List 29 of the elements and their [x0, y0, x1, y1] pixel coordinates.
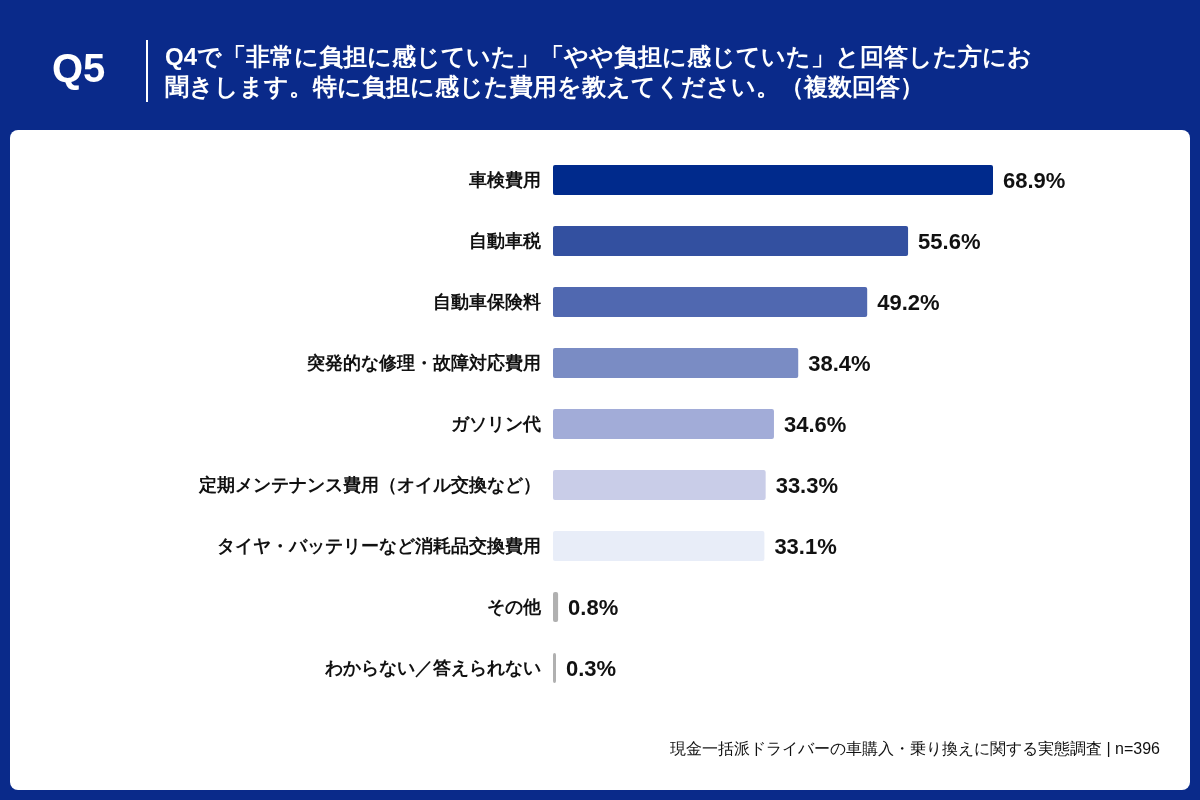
y-tick-label: タイヤ・バッテリーなど消耗品交換費用: [217, 536, 541, 556]
bar: [553, 409, 774, 439]
bar: [553, 470, 766, 500]
text: 現金一括派ドライバーの車購入・乗り換えに関する実態調査 | n=396: [670, 739, 1160, 759]
bar: [553, 653, 556, 683]
data-label: 34.6%: [783, 412, 847, 437]
y-tick-label: 定期メンテナンス費用（オイル交換など）: [198, 475, 541, 495]
y-tick-label: 車検費用: [468, 170, 541, 190]
data-label: 55.6%: [918, 229, 981, 254]
data-label: 0.8%: [568, 595, 619, 620]
data-label: 68.9%: [1003, 168, 1066, 193]
y-tick-label: その他: [487, 597, 542, 617]
text: Q5: [52, 46, 106, 91]
bar: [553, 226, 909, 256]
y-tick-label: 突発的な修理・故障対応費用: [306, 353, 541, 373]
chart-title: Q4で「非常に負担に感じていた」「やや負担に感じていた」と回答した方にお聞きします。特に負担に感じた費用を教えてください。（複数回答）: [165, 42, 1033, 102]
bar: [553, 287, 868, 317]
bar: [553, 348, 799, 378]
y-tick-label: ガソリン代: [451, 414, 541, 434]
bar: [553, 592, 559, 622]
data-label: 0.3%: [566, 656, 617, 681]
y-tick-label: 自動車税: [469, 231, 542, 251]
y-tick-label: 自動車保険料: [433, 292, 541, 312]
data-label: 33.3%: [775, 473, 839, 498]
data-label: 33.1%: [774, 534, 837, 559]
data-label: 49.2%: [877, 290, 940, 315]
data-label: 38.4%: [808, 351, 871, 376]
y-tick-label: わからない／答えられない: [324, 658, 541, 678]
bar: [553, 165, 993, 195]
